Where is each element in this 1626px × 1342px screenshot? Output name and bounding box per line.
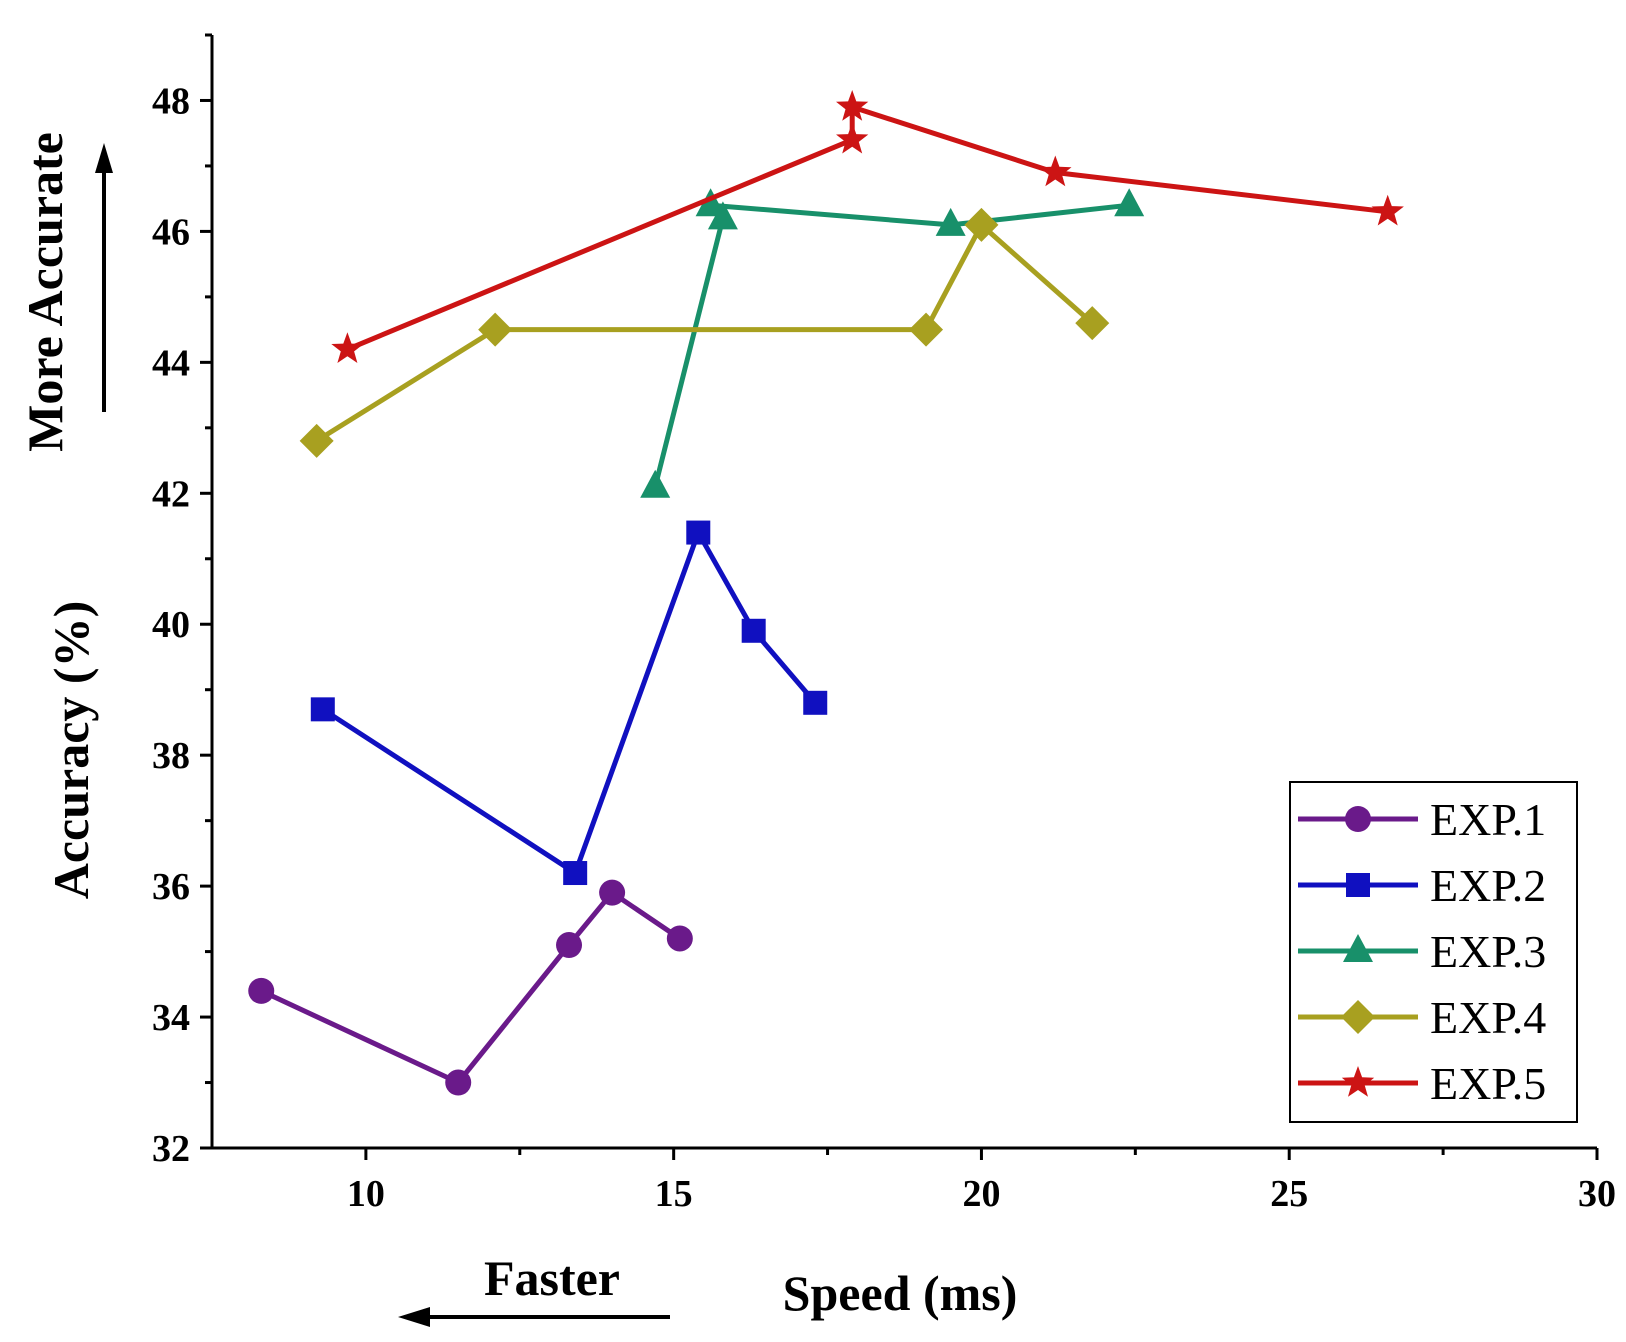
- y-tick-label: 42: [152, 473, 190, 515]
- faster-arrow: [398, 1307, 670, 1327]
- series-line: [321, 530, 818, 876]
- legend-marker: [1341, 1000, 1375, 1034]
- y-tick-label: 34: [152, 997, 190, 1039]
- faster-annotation: Faster: [484, 1250, 620, 1306]
- y-tick-label: 48: [152, 80, 190, 122]
- data-point: [836, 122, 869, 154]
- data-point: [686, 520, 711, 545]
- y-tick-label: 44: [152, 342, 190, 384]
- legend-marker: [1345, 806, 1371, 832]
- x-tick-label: 15: [655, 1173, 693, 1215]
- y-tick-label: 38: [152, 735, 190, 777]
- legend-marker: [1343, 934, 1373, 962]
- data-point: [640, 469, 671, 498]
- series-exp5: [331, 90, 1404, 363]
- data-point: [248, 977, 275, 1004]
- legend-label: EXP.5: [1430, 1058, 1546, 1109]
- y-axis-title: Accuracy (%): [43, 601, 99, 900]
- x-tick-label: 25: [1270, 1173, 1308, 1215]
- legend: EXP.1 EXP.2 EXP.3 EXP.4 EXP.5: [1289, 781, 1578, 1123]
- data-point: [695, 188, 726, 217]
- data-point: [599, 879, 626, 906]
- series-line: [346, 104, 1388, 352]
- series-line: [315, 222, 1094, 444]
- series-layer: [248, 90, 1404, 1096]
- data-point: [803, 690, 828, 715]
- axes-layer: 32 34 36 38 40 42 44 46 48 10 15 20 25 30: [152, 33, 1616, 1215]
- series-exp3: [640, 188, 1145, 498]
- data-point: [1075, 306, 1110, 341]
- data-point: [1114, 188, 1145, 217]
- legend-item: EXP.3: [1298, 926, 1546, 977]
- data-point: [556, 932, 583, 959]
- data-point: [310, 697, 335, 722]
- data-point: [964, 207, 999, 242]
- data-point: [563, 861, 588, 886]
- data-point: [1039, 155, 1072, 187]
- legend-item: EXP.5: [1298, 1058, 1546, 1109]
- x-tick-label: 20: [962, 1173, 1000, 1215]
- legend-marker: [1346, 873, 1370, 897]
- data-point: [478, 312, 513, 347]
- legend-label: EXP.1: [1430, 794, 1546, 845]
- legend-label: EXP.4: [1430, 992, 1546, 1043]
- data-point: [909, 312, 944, 347]
- x-axis-title: Speed (ms): [783, 1265, 1018, 1321]
- y-tick-label: 40: [152, 604, 190, 646]
- y-tick-label: 36: [152, 866, 190, 908]
- data-point: [299, 423, 334, 458]
- series-exp1: [248, 879, 693, 1096]
- data-point: [666, 925, 693, 952]
- data-point: [836, 90, 869, 121]
- legend-marker: [1341, 1066, 1375, 1097]
- more-accurate-arrow: [95, 143, 113, 412]
- data-point: [935, 207, 966, 236]
- y-tick-label: 46: [152, 211, 190, 253]
- series-line: [652, 202, 1130, 488]
- x-tick-label: 10: [347, 1173, 385, 1215]
- series-exp4: [299, 207, 1110, 458]
- y-tick-label: 32: [152, 1128, 190, 1170]
- data-point: [1371, 194, 1404, 226]
- legend-item: EXP.2: [1298, 860, 1546, 911]
- legend-item: EXP.1: [1298, 794, 1546, 845]
- series-exp2: [310, 520, 828, 886]
- legend-item: EXP.4: [1298, 992, 1546, 1043]
- series-line: [260, 890, 682, 1085]
- legend-label: EXP.2: [1430, 860, 1546, 911]
- legend-label: EXP.3: [1430, 926, 1546, 977]
- more-accurate-annotation: More Accurate: [17, 132, 73, 452]
- data-point: [331, 332, 364, 363]
- data-point: [741, 618, 766, 643]
- x-tick-label: 30: [1578, 1173, 1616, 1215]
- data-point: [445, 1069, 472, 1096]
